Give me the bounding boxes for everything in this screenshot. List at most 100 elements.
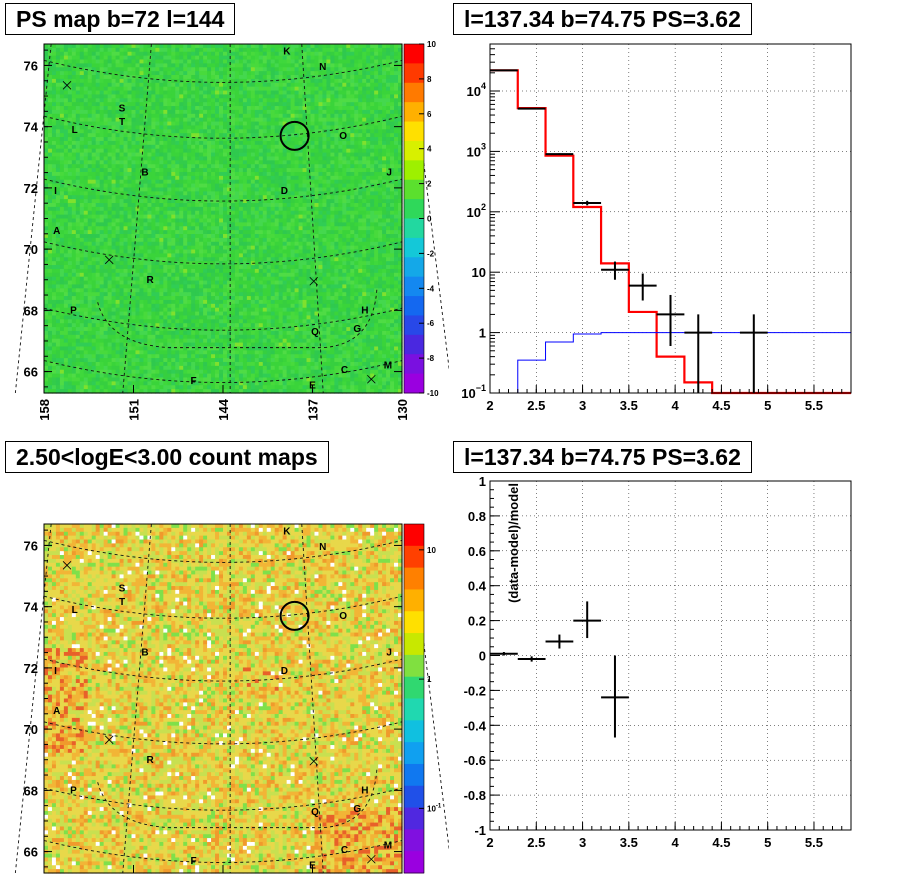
map-pixel	[71, 237, 77, 243]
map-pixel	[230, 102, 236, 107]
map-pixel	[135, 361, 141, 367]
map-pixel	[262, 140, 268, 146]
map-pixel	[230, 148, 236, 154]
map-pixel	[63, 307, 69, 313]
map-pixel	[67, 214, 73, 220]
map-pixel	[250, 59, 256, 64]
map-pixel	[187, 63, 192, 68]
map-pixel	[258, 330, 264, 336]
map-pixel	[143, 117, 149, 123]
map-pixel	[135, 338, 141, 344]
map-pixel	[183, 303, 188, 309]
map-pixel	[59, 175, 65, 181]
map-pixel	[203, 94, 208, 99]
map-pixel	[107, 327, 113, 332]
map-pixel	[107, 222, 113, 227]
map-pixel	[75, 140, 81, 146]
map-pixel	[103, 82, 109, 88]
map-pixel	[155, 75, 160, 80]
map-pixel	[195, 71, 200, 76]
map-pixel	[179, 319, 184, 324]
map-pixel	[215, 109, 220, 115]
map-pixel	[87, 311, 93, 317]
map-pixel	[75, 113, 81, 119]
map-pixel	[191, 296, 196, 301]
map-pixel	[115, 249, 121, 254]
map-pixel	[155, 113, 160, 119]
map-pixel	[135, 315, 141, 320]
map-pixel	[87, 261, 93, 266]
map-pixel	[111, 98, 117, 103]
map-pixel	[159, 234, 164, 239]
map-pixel	[226, 71, 232, 76]
map-pixel	[99, 140, 105, 146]
map-pixel	[51, 78, 57, 84]
map-pixel	[234, 44, 240, 49]
map-pixel	[79, 168, 85, 173]
map-pixel	[183, 280, 188, 286]
map-pixel	[234, 133, 240, 138]
map-pixel	[207, 129, 212, 134]
map-pixel	[151, 160, 156, 165]
map-pixel	[99, 303, 105, 309]
map-pixel	[187, 67, 192, 72]
map-pixel	[151, 245, 156, 251]
map-pixel	[211, 164, 216, 169]
map-pixel	[207, 137, 212, 142]
map-pixel	[127, 230, 133, 235]
map-pixel	[47, 102, 53, 107]
map-pixel	[171, 183, 176, 189]
map-pixel	[215, 249, 220, 254]
map-pixel	[91, 342, 97, 348]
map-pixel	[123, 129, 129, 134]
map-pixel	[44, 373, 49, 379]
map-pixel	[71, 303, 77, 309]
map-pixel	[115, 377, 121, 382]
map-pixel	[123, 71, 129, 76]
map-pixel	[67, 109, 73, 115]
map-pixel	[203, 276, 208, 282]
map-pixel	[44, 195, 49, 200]
map-pixel	[262, 129, 268, 134]
map-pixel	[226, 377, 232, 382]
map-pixel	[179, 307, 184, 313]
map-pixel	[139, 284, 145, 289]
map-pixel	[219, 191, 224, 196]
map-pixel	[195, 234, 200, 239]
map-pixel	[171, 106, 176, 111]
map-pixel	[242, 160, 248, 165]
map-pixel	[87, 171, 93, 177]
map-pixel	[151, 129, 156, 134]
map-pixel	[258, 323, 264, 328]
map-pixel	[163, 268, 168, 274]
map-pixel	[175, 299, 180, 305]
map-pixel	[207, 311, 212, 317]
map-pixel	[111, 82, 117, 88]
map-pixel	[195, 75, 200, 80]
map-pixel	[155, 144, 160, 150]
map-pixel	[183, 187, 188, 192]
map-pixel	[135, 272, 141, 278]
map-pixel	[191, 102, 196, 107]
map-pixel	[242, 296, 248, 301]
map-pixel	[238, 296, 244, 301]
map-pixel	[262, 160, 268, 165]
map-pixel	[215, 133, 220, 138]
map-pixel	[207, 257, 212, 262]
map-pixel	[123, 117, 129, 123]
map-pixel	[187, 237, 192, 243]
map-pixel	[59, 299, 65, 305]
map-pixel	[207, 241, 212, 247]
map-pixel	[183, 133, 188, 138]
map-pixel	[183, 59, 188, 64]
map-pixel	[242, 377, 248, 382]
map-pixel	[147, 59, 152, 64]
map-pixel	[127, 389, 133, 394]
map-pixel	[258, 261, 264, 266]
map-pixel	[107, 187, 113, 192]
map-pixel	[223, 156, 228, 161]
map-pixel	[207, 218, 212, 223]
map-pixel	[99, 241, 105, 247]
map-pixel	[226, 210, 232, 216]
map-pixel	[155, 354, 160, 359]
